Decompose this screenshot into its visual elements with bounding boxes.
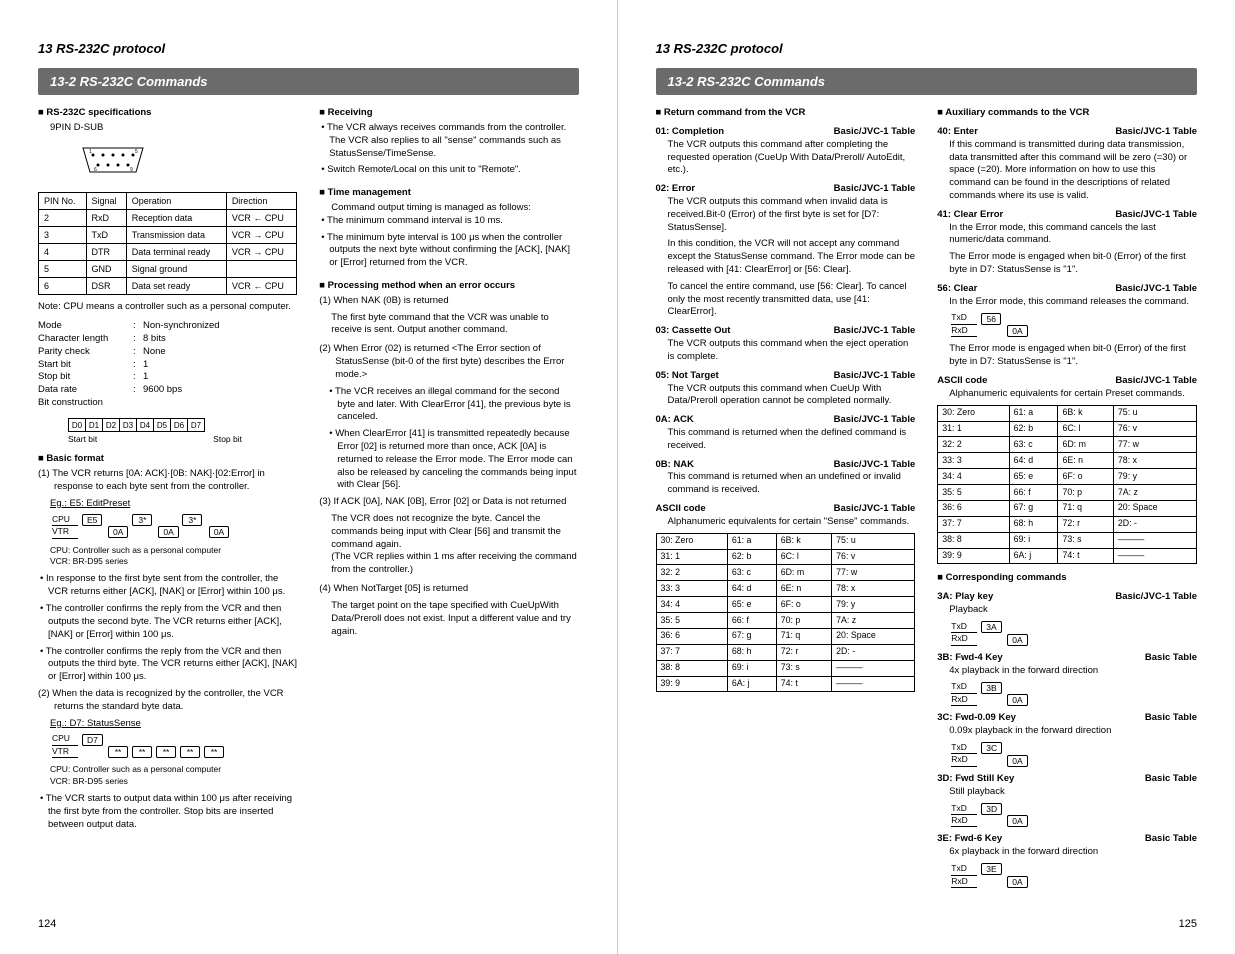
- pin-table: PIN No. Signal Operation Direction 2RxDR…: [38, 192, 297, 296]
- proc-n1b: The first byte command that the VCR was …: [319, 312, 578, 338]
- proc-heading: Processing method when an error occurs: [319, 280, 578, 293]
- time-heading: Time management: [319, 187, 578, 200]
- recv-b1: The VCR always receives commands from th…: [319, 122, 578, 160]
- aux-heading: Auxiliary commands to the VCR: [937, 107, 1197, 120]
- proc-n3c: (The VCR replies within 1 ms after recei…: [319, 551, 578, 577]
- section-title-left: 13 RS-232C protocol: [38, 40, 579, 58]
- right-columns: Return command from the VCR 01: Completi…: [656, 107, 1198, 924]
- conn-label: 9PIN D-SUB: [38, 122, 297, 135]
- left-columns: RS-232C specifications 9PIN D-SUB 15 69 …: [38, 107, 579, 924]
- basic-b3: The controller confirms the reply from t…: [38, 646, 297, 684]
- proc-n3b: The VCR does not recognize the byte. Can…: [319, 513, 578, 551]
- sub-header-right: 13-2 RS-232C Commands: [656, 68, 1198, 96]
- eg1-diagram: CPUE53*3* VTR0A0A0A: [52, 514, 297, 539]
- svg-text:1: 1: [89, 149, 92, 155]
- proc-n2b2: When ClearError [41] is transmitted repe…: [319, 428, 578, 492]
- cpu-note2: CPU: Controller such as a personal compu…: [38, 764, 297, 775]
- corr-heading: Corresponding commands: [937, 572, 1197, 585]
- basic-b4: The VCR starts to output data within 100…: [38, 793, 297, 831]
- pin-h0: PIN No.: [39, 192, 87, 209]
- eg1: Eg.: E5: EditPreset: [38, 498, 297, 511]
- time-b1: The minimum command interval is 10 ms.: [319, 215, 578, 228]
- proc-n1: (1) When NAK (0B) is returned: [319, 295, 578, 308]
- pin-h1: Signal: [86, 192, 126, 209]
- svg-text:6: 6: [94, 167, 97, 173]
- ascii-table-left: 30: Zero61: a6B: k75: u 31: 162: b6C: l7…: [656, 533, 916, 693]
- cpu-note: CPU: Controller such as a personal compu…: [38, 545, 297, 556]
- proc-n4: (4) When NotTarget [05] is returned: [319, 583, 578, 596]
- right-col2: Auxiliary commands to the VCR 40: EnterB…: [937, 107, 1197, 924]
- basic-b1: In response to the first byte sent from …: [38, 573, 297, 599]
- ascii-table-right: 30: Zero61: a6B: k75: u 31: 162: b6C: l7…: [937, 405, 1197, 565]
- page-left: 13 RS-232C protocol 13-2 RS-232C Command…: [0, 0, 618, 954]
- proc-n2b1: The VCR receives an illegal command for …: [319, 386, 578, 424]
- dsub-connector-icon: 1 5 6 9: [78, 145, 148, 175]
- left-col2: Receiving The VCR always receives comman…: [319, 107, 578, 924]
- time-b2: The minimum byte interval is 100 μs when…: [319, 232, 578, 270]
- left-col1: RS-232C specifications 9PIN D-SUB 15 69 …: [38, 107, 297, 924]
- recv-heading: Receiving: [319, 107, 578, 120]
- basic-b2: The controller confirms the reply from t…: [38, 603, 297, 641]
- proc-n3: (3) If ACK [0A], NAK [0B], Error [02] or…: [319, 496, 578, 509]
- time-intro: Command output timing is managed as foll…: [319, 202, 578, 215]
- page-number-left: 124: [38, 917, 56, 932]
- pin-note: Note: CPU means a controller such as a p…: [38, 301, 297, 314]
- vcr-note2: VCR: BR-D95 series: [38, 776, 297, 787]
- eg2-diagram: CPUD7 VTR**********: [52, 733, 297, 758]
- basic-heading: Basic format: [38, 453, 297, 466]
- page-right: 13 RS-232C protocol 13-2 RS-232C Command…: [618, 0, 1235, 954]
- basic-n1: (1) The VCR returns [0A: ACK]·[0B: NAK]·…: [38, 468, 297, 494]
- section-title-right: 13 RS-232C protocol: [656, 40, 1198, 58]
- recv-b2: Switch Remote/Local on this unit to "Rem…: [319, 164, 578, 177]
- bit-row: D0D1D2D3D4D5D6D7: [68, 418, 297, 432]
- specs-list: Mode:Non-synchronized Character length:8…: [38, 320, 297, 410]
- proc-n4b: The target point on the tape specified w…: [319, 600, 578, 638]
- vcr-note: VCR: BR-D95 series: [38, 556, 297, 567]
- right-col1: Return command from the VCR 01: Completi…: [656, 107, 916, 924]
- basic-n2: (2) When the data is recognized by the c…: [38, 688, 297, 714]
- page-number-right: 125: [1179, 917, 1197, 932]
- eg2: Eg.: D7: StatusSense: [38, 718, 297, 731]
- c56-diagram: TxD56 RxD0A: [951, 312, 1197, 337]
- pin-h3: Direction: [226, 192, 296, 209]
- proc-n2: (2) When Error (02) is returned <The Err…: [319, 343, 578, 381]
- pin-h2: Operation: [126, 192, 226, 209]
- svg-text:5: 5: [135, 149, 138, 155]
- sub-header-left: 13-2 RS-232C Commands: [38, 68, 579, 96]
- svg-text:9: 9: [130, 167, 133, 173]
- ret-heading: Return command from the VCR: [656, 107, 916, 120]
- specs-heading: RS-232C specifications: [38, 107, 297, 120]
- bit-labels: Start bit Stop bit: [38, 434, 248, 445]
